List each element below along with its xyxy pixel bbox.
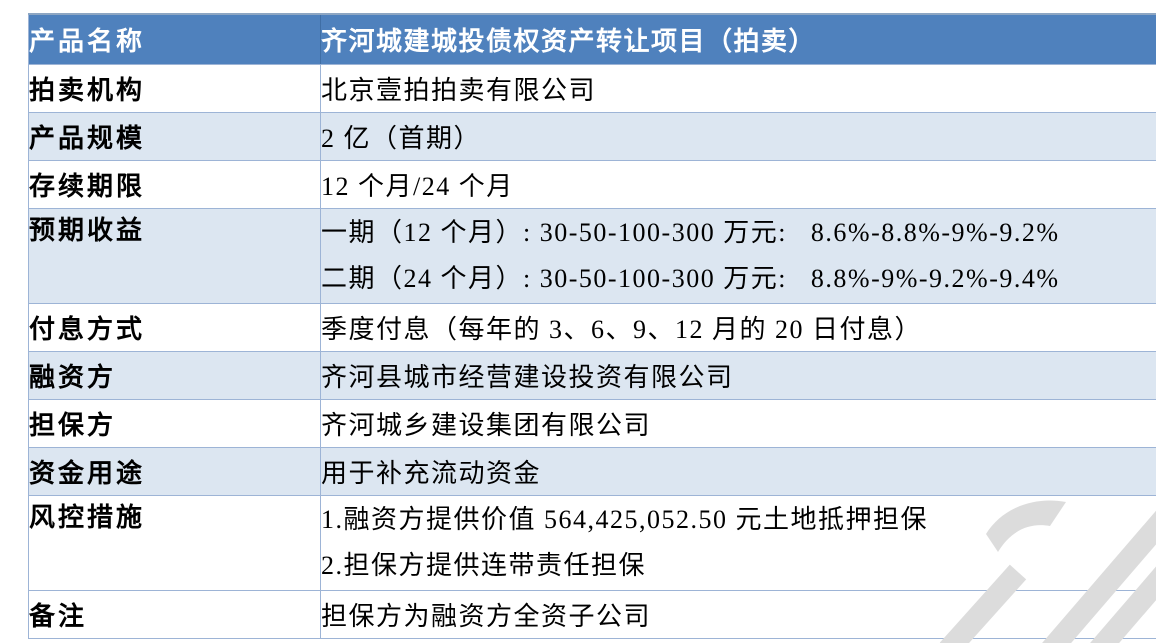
table-row-risk-control: 风控措施 1.融资方提供价值 564,425,052.50 元土地抵押担保 2.… xyxy=(28,494,1156,591)
row-label: 融资方 xyxy=(28,350,321,400)
row-value: 用于补充流动资金 xyxy=(320,446,1156,496)
row-value-line: 二期（24 个月）: 30-50-100-300 万元: 8.8%-9%-9.2… xyxy=(321,263,1060,293)
row-value-line: 一期（12 个月）: 30-50-100-300 万元: 8.6%-8.8%-9… xyxy=(321,217,1060,247)
table-row-auction-agency: 拍卖机构 北京壹拍拍卖有限公司 xyxy=(28,63,1156,113)
table-row-guarantor: 担保方 齐河城乡建设集团有限公司 xyxy=(28,398,1156,448)
table-row-remarks: 备注 担保方为融资方全资子公司 xyxy=(28,589,1156,639)
row-label: 拍卖机构 xyxy=(28,63,321,113)
row-label: 备注 xyxy=(28,589,321,639)
row-value-line: 2.担保方提供连带责任担保 xyxy=(321,550,647,580)
row-value: 季度付息（每年的 3、6、9、12 月的 20 日付息） xyxy=(320,302,1156,352)
row-value-line: 齐河城乡建设集团有限公司 xyxy=(321,410,652,440)
table-row-expected-yield: 预期收益 一期（12 个月）: 30-50-100-300 万元: 8.6%-8… xyxy=(28,207,1156,304)
row-value-line: 担保方为融资方全资子公司 xyxy=(321,601,652,631)
row-value: 担保方为融资方全资子公司 xyxy=(320,589,1156,639)
table-row-product-scale: 产品规模 2 亿（首期） xyxy=(28,111,1156,161)
row-value: 北京壹拍拍卖有限公司 xyxy=(320,63,1156,113)
header-label-cell: 产品名称 xyxy=(28,13,321,65)
row-value: 齐河县城市经营建设投资有限公司 xyxy=(320,350,1156,400)
table-row-interest-payment: 付息方式 季度付息（每年的 3、6、9、12 月的 20 日付息） xyxy=(28,302,1156,352)
row-label: 存续期限 xyxy=(28,159,321,209)
row-value-line: 齐河县城市经营建设投资有限公司 xyxy=(321,362,734,392)
table-row-duration: 存续期限 12 个月/24 个月 xyxy=(28,159,1156,209)
product-info-table: 产品名称 齐河城建城投债权资产转让项目（拍卖） 拍卖机构 北京壹拍拍卖有限公司 … xyxy=(28,13,1156,639)
row-value: 1.融资方提供价值 564,425,052.50 元土地抵押担保 2.担保方提供… xyxy=(320,494,1156,591)
row-value-line: 1.融资方提供价值 564,425,052.50 元土地抵押担保 xyxy=(321,504,929,534)
row-label: 产品规模 xyxy=(28,111,321,161)
row-value-line: 用于补充流动资金 xyxy=(321,458,542,488)
table-row-fund-usage: 资金用途 用于补充流动资金 xyxy=(28,446,1156,496)
row-value-line: 北京壹拍拍卖有限公司 xyxy=(321,75,597,105)
row-value: 12 个月/24 个月 xyxy=(320,159,1156,209)
row-value-line: 12 个月/24 个月 xyxy=(321,171,514,201)
row-label: 预期收益 xyxy=(28,207,321,304)
row-label: 担保方 xyxy=(28,398,321,448)
row-value: 齐河城乡建设集团有限公司 xyxy=(320,398,1156,448)
header-value-cell: 齐河城建城投债权资产转让项目（拍卖） xyxy=(320,13,1156,65)
table-header-row: 产品名称 齐河城建城投债权资产转让项目（拍卖） xyxy=(28,13,1156,65)
row-value: 一期（12 个月）: 30-50-100-300 万元: 8.6%-8.8%-9… xyxy=(320,207,1156,304)
product-info-table-container: 产品名称 齐河城建城投债权资产转让项目（拍卖） 拍卖机构 北京壹拍拍卖有限公司 … xyxy=(28,13,1156,639)
row-value-line: 季度付息（每年的 3、6、9、12 月的 20 日付息） xyxy=(321,314,923,344)
row-label: 风控措施 xyxy=(28,494,321,591)
row-value-line: 2 亿（首期） xyxy=(321,123,482,153)
table-row-financier: 融资方 齐河县城市经营建设投资有限公司 xyxy=(28,350,1156,400)
row-label: 资金用途 xyxy=(28,446,321,496)
row-value: 2 亿（首期） xyxy=(320,111,1156,161)
row-label: 付息方式 xyxy=(28,302,321,352)
